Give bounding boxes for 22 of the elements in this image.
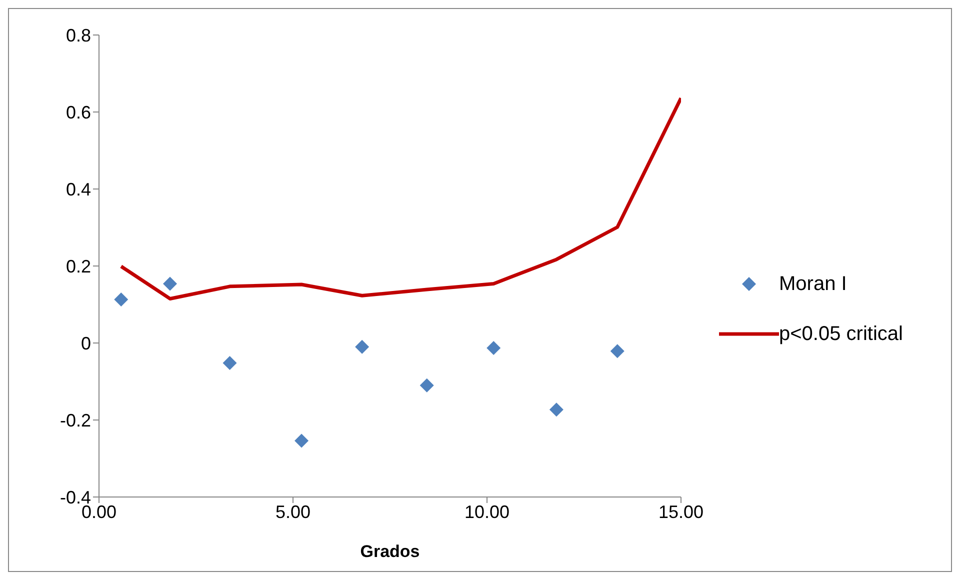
point: [222, 356, 237, 370]
y-tick-label: 0.8: [66, 25, 91, 46]
point: [294, 434, 309, 448]
x-tick-label: 15.00: [658, 502, 704, 522]
point: [486, 341, 501, 356]
x-tick-label: 10.00: [464, 502, 510, 522]
point: [420, 378, 434, 392]
line-series: [119, 96, 681, 300]
point: [610, 344, 624, 358]
y-tick-label: 0.6: [66, 102, 91, 122]
x-tick-label: 5.00: [275, 502, 311, 522]
y-tick-label: 0.4: [66, 179, 91, 200]
x-axis-title: Grados: [360, 542, 420, 561]
y-tick-label: -0.2: [60, 410, 91, 430]
point: [355, 340, 370, 354]
legend-label: p<0.05 critical: [779, 322, 903, 346]
legend-label: Moran I: [779, 272, 847, 296]
y-tick-label: 0.2: [66, 256, 91, 276]
point: [114, 292, 128, 306]
y-tick-label: 0: [80, 333, 91, 354]
point: [163, 276, 178, 291]
point: [549, 402, 564, 417]
